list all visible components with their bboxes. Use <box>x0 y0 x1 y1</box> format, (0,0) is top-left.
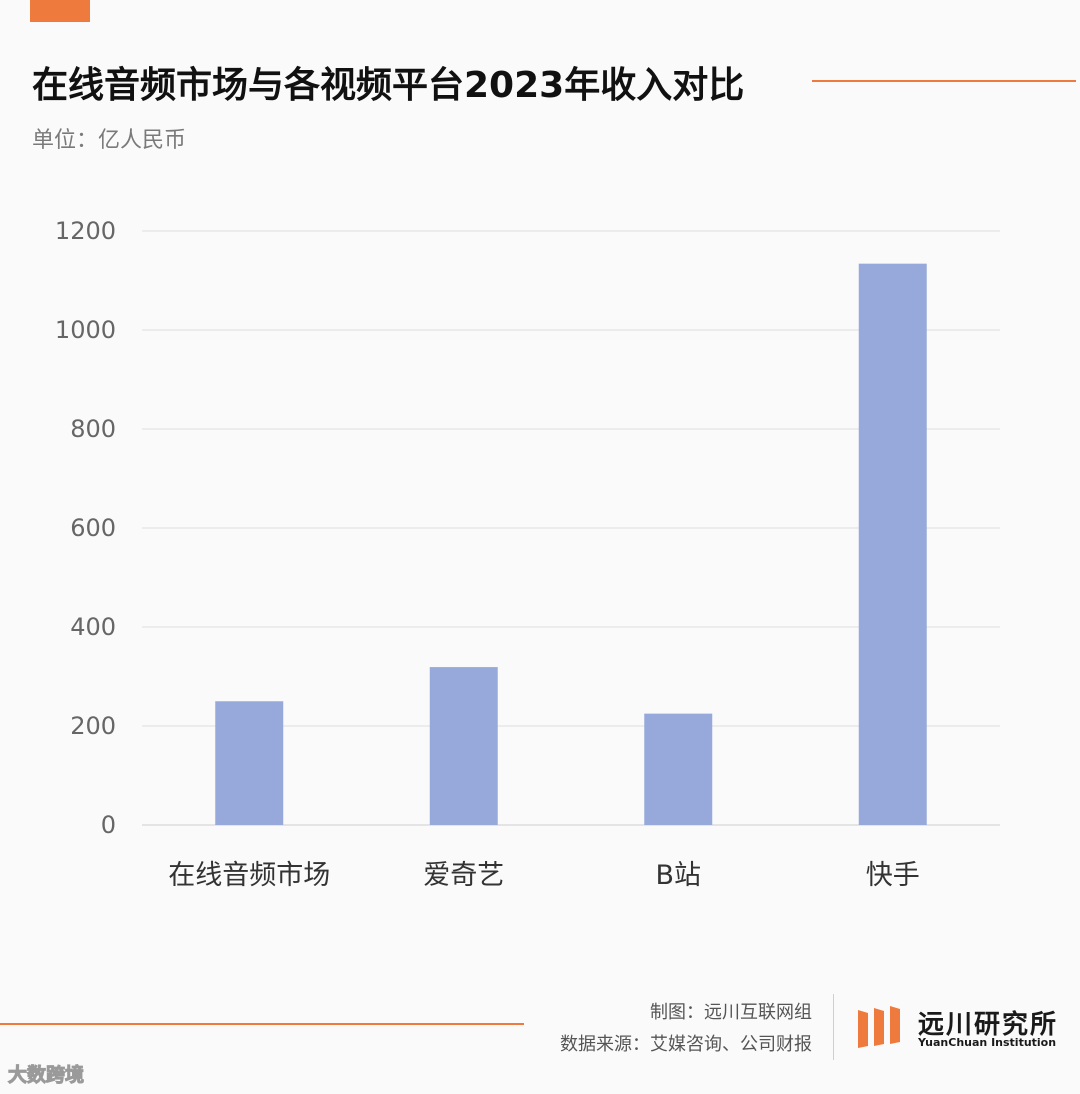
yuanchuan-logo-icon <box>858 1006 900 1048</box>
bar-chart: 0 200 400 600 800 1000 1200 在线音频市场 爱奇艺 B站 快手 <box>55 217 1000 891</box>
chart-maker-credit: 制图：远川互联网组 <box>650 1002 812 1023</box>
watermark-text: 大数跨境 <box>7 1064 85 1087</box>
y-tick-label: 1200 <box>55 217 116 245</box>
chart-subtitle: 单位：亿人民币 <box>32 128 187 153</box>
footer-accent-line <box>0 1023 524 1025</box>
logo-text-cn: 远川研究所 <box>918 1010 1059 1040</box>
x-category-label: 爱奇艺 <box>423 860 504 891</box>
watermark: 大数跨境 <box>7 1060 85 1087</box>
bar <box>858 263 927 825</box>
chart-title: 在线音频市场与各视频平台2023年收入对比 <box>32 65 745 106</box>
title-accent-line <box>812 80 1076 82</box>
y-tick-label: 1000 <box>55 316 116 344</box>
x-category-label: B站 <box>655 860 701 891</box>
bar <box>215 701 284 825</box>
bar <box>644 713 713 825</box>
data-source-credit: 数据来源：艾媒咨询、公司财报 <box>560 1034 812 1055</box>
y-tick-label: 600 <box>70 514 116 542</box>
y-tick-label: 200 <box>70 712 116 740</box>
bar <box>429 667 498 825</box>
footer-divider <box>833 994 834 1060</box>
y-tick-label: 0 <box>101 811 116 839</box>
y-tick-label: 800 <box>70 415 116 443</box>
x-category-label: 快手 <box>866 860 920 891</box>
y-tick-label: 400 <box>70 613 116 641</box>
logo-text-en: YuanChuan Institution <box>918 1036 1057 1049</box>
x-category-label: 在线音频市场 <box>168 860 330 891</box>
top-accent-bar <box>30 0 90 22</box>
